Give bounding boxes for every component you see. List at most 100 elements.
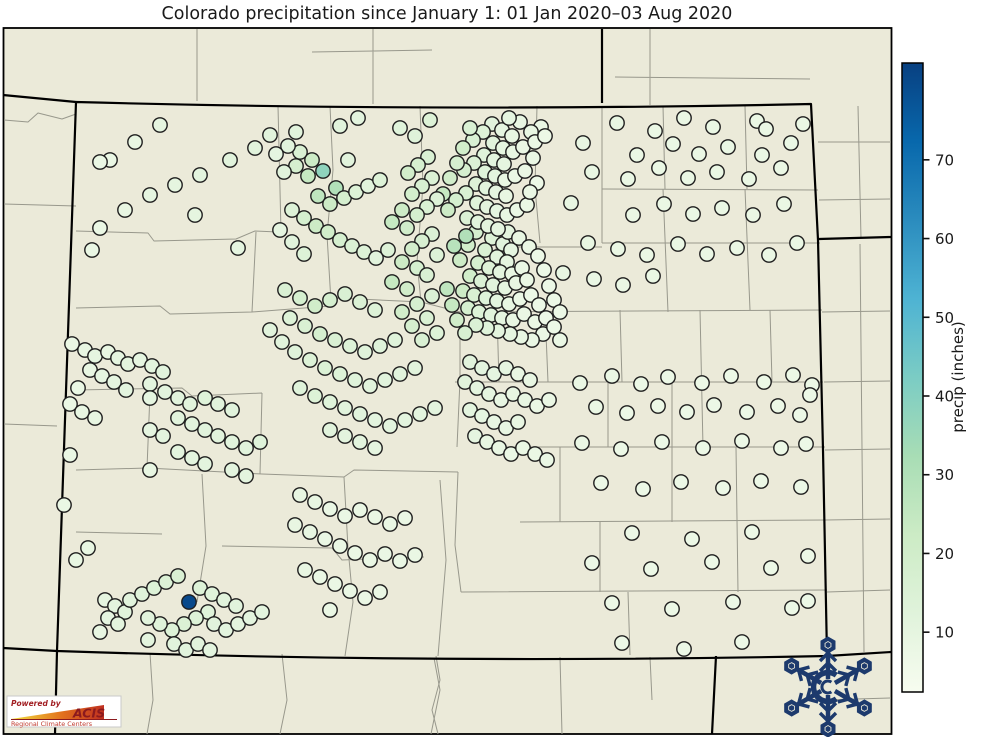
station-point xyxy=(510,414,526,430)
station-point xyxy=(367,302,383,318)
station-point xyxy=(210,396,226,412)
station-point xyxy=(629,147,645,163)
station-point xyxy=(699,246,715,262)
station-point xyxy=(184,416,200,432)
station-point xyxy=(224,462,240,478)
station-point xyxy=(287,344,303,360)
station-point xyxy=(673,474,689,490)
station-points-layer xyxy=(56,110,820,658)
station-point xyxy=(695,440,711,456)
station-point xyxy=(761,247,777,263)
acis-swoosh xyxy=(11,705,104,719)
station-point xyxy=(352,406,368,422)
station-point xyxy=(392,553,408,569)
station-point xyxy=(384,214,400,230)
station-point xyxy=(357,344,373,360)
station-point xyxy=(729,240,745,256)
station-point xyxy=(656,196,672,212)
station-point xyxy=(380,242,396,258)
station-point xyxy=(789,235,805,251)
station-point xyxy=(800,548,816,564)
station-point xyxy=(142,390,158,406)
station-point xyxy=(357,590,373,606)
station-point xyxy=(800,593,816,609)
station-point xyxy=(280,138,296,154)
station-point xyxy=(739,404,755,420)
station-point xyxy=(407,360,423,376)
station-point xyxy=(625,207,641,223)
station-point xyxy=(62,396,78,412)
station-point xyxy=(307,298,323,314)
station-point xyxy=(802,387,818,403)
station-point xyxy=(297,318,313,334)
station-point xyxy=(140,610,156,626)
station-point xyxy=(614,635,630,651)
station-point xyxy=(792,407,808,423)
station-point xyxy=(142,422,158,438)
station-point xyxy=(304,152,320,168)
station-point xyxy=(302,524,318,540)
station-point xyxy=(457,325,473,341)
acis-logo: Powered by ACIS Regional Climate Centers xyxy=(6,695,122,728)
station-point xyxy=(92,154,108,170)
station-point xyxy=(624,525,640,541)
station-point xyxy=(350,110,366,126)
station-point xyxy=(429,325,445,341)
station-point xyxy=(382,418,398,434)
station-point xyxy=(446,238,462,254)
station-point xyxy=(230,240,246,256)
station-point xyxy=(367,412,383,428)
station-point xyxy=(449,155,465,171)
colorbar-tick-label: 40 xyxy=(935,388,954,406)
station-point xyxy=(224,402,240,418)
station-point xyxy=(284,202,300,218)
station-point xyxy=(68,552,84,568)
station-point xyxy=(142,462,158,478)
station-point xyxy=(498,188,514,204)
station-point xyxy=(342,338,358,354)
station-point xyxy=(322,394,338,410)
station-point xyxy=(400,165,416,181)
station-point xyxy=(613,441,629,457)
station-point xyxy=(80,540,96,556)
station-point xyxy=(197,390,213,406)
station-point xyxy=(586,271,602,287)
station-point xyxy=(327,332,343,348)
station-point xyxy=(444,297,460,313)
station-point xyxy=(429,247,445,263)
station-point xyxy=(387,332,403,348)
station-point xyxy=(297,562,313,578)
station-point xyxy=(352,294,368,310)
station-point xyxy=(155,364,171,380)
station-point xyxy=(399,220,415,236)
station-point xyxy=(152,117,168,133)
station-point xyxy=(517,163,533,179)
colorado-outline xyxy=(55,100,829,661)
station-point xyxy=(312,326,328,342)
station-point xyxy=(531,297,547,313)
station-point xyxy=(694,375,710,391)
station-point xyxy=(170,410,186,426)
station-point xyxy=(714,200,730,216)
station-point xyxy=(501,110,517,126)
station-point xyxy=(268,146,284,162)
station-point xyxy=(706,397,722,413)
station-point xyxy=(117,202,133,218)
figure-title: Colorado precipitation since January 1: … xyxy=(162,4,733,24)
colorbar-tick-label: 10 xyxy=(935,624,954,642)
station-point xyxy=(167,177,183,193)
station-point xyxy=(372,584,388,600)
station-point xyxy=(525,150,541,166)
station-point xyxy=(680,170,696,186)
station-point xyxy=(322,422,338,438)
station-point xyxy=(247,140,263,156)
station-point xyxy=(252,434,268,450)
station-point xyxy=(676,641,692,657)
station-point xyxy=(440,202,456,218)
station-point xyxy=(274,334,290,350)
station-point xyxy=(368,250,384,266)
station-point xyxy=(756,374,772,390)
station-point xyxy=(106,374,122,390)
station-point xyxy=(192,167,208,183)
station-point xyxy=(651,160,667,176)
